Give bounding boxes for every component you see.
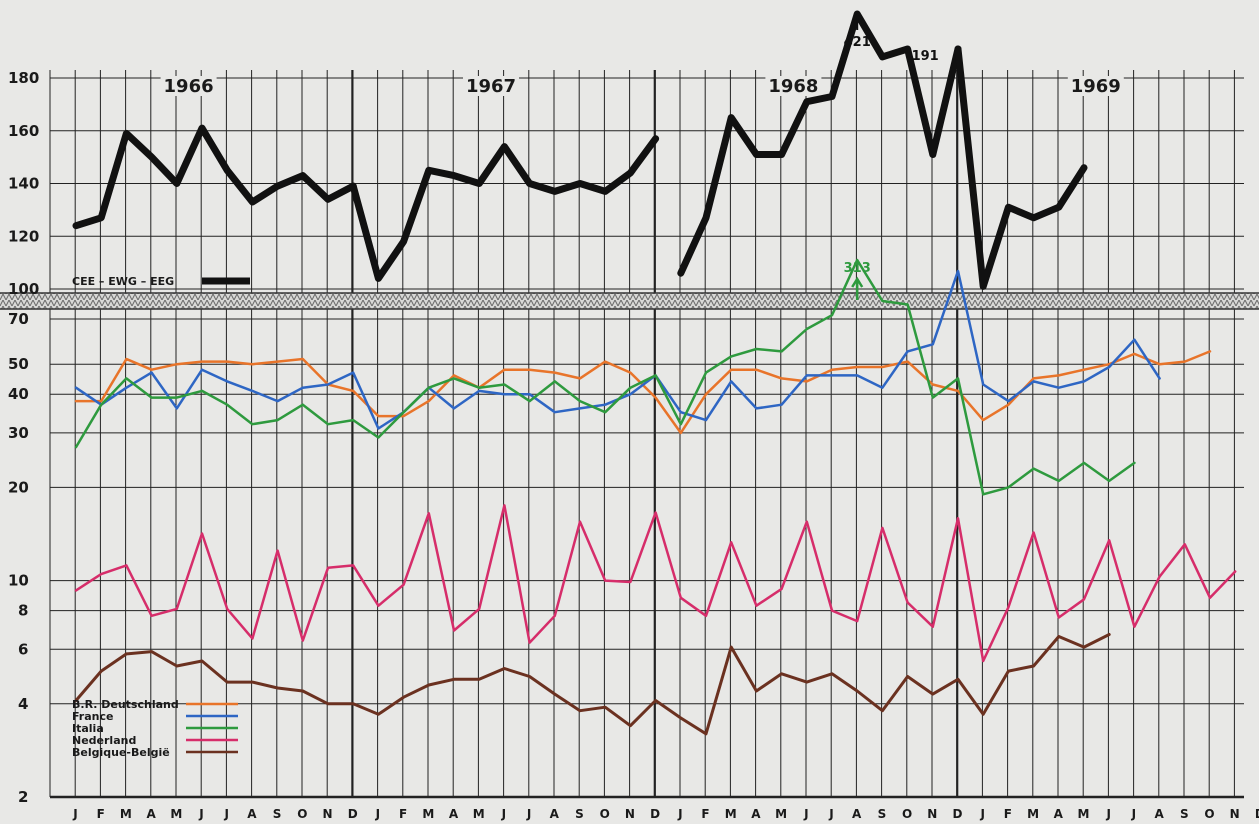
month-label: F — [1004, 807, 1013, 821]
legends: CEE – EWG – EEG B.R. DeutschlandFranceIta… — [72, 275, 250, 759]
y-tick-label: 6 — [18, 640, 28, 658]
legend-label: Italia — [72, 722, 104, 735]
year-label: 1969 — [1071, 76, 1121, 97]
month-label: J — [501, 807, 507, 821]
year-label: 1967 — [466, 76, 516, 97]
month-label: M — [422, 807, 435, 821]
legend-label: Belgique-België — [72, 746, 170, 759]
series-line-total — [72, 124, 357, 230]
month-label: J — [72, 807, 78, 821]
annotation-label: 191 — [912, 49, 939, 64]
legend-label: Nederland — [72, 734, 136, 747]
series-line-nederland — [74, 504, 1237, 663]
month-label: J — [375, 807, 381, 821]
month-label: J — [198, 807, 204, 821]
year-label: 1968 — [768, 76, 818, 97]
grid — [0, 70, 1259, 799]
year-label-bg — [160, 76, 217, 96]
month-label: A — [1154, 807, 1164, 821]
month-label: J — [828, 807, 834, 821]
y-tick-label: 8 — [18, 602, 28, 620]
month-label: N — [1230, 807, 1241, 821]
month-label: A — [247, 807, 257, 821]
month-label: N — [322, 807, 333, 821]
month-label: J — [223, 807, 229, 821]
annotation-label: 421 — [844, 35, 871, 50]
year-label-bg — [463, 76, 519, 96]
y-tick-label: 50 — [8, 355, 29, 373]
month-label: N — [625, 807, 636, 821]
month-label: O — [902, 807, 913, 821]
year-label-bg — [765, 76, 822, 96]
month-label: A — [852, 807, 862, 821]
y-tick-label: 100 — [8, 280, 39, 298]
up-arrow-icon — [851, 276, 864, 300]
axis-break-band — [0, 293, 1259, 309]
month-label: F — [97, 807, 106, 821]
y-tick-label: 120 — [8, 227, 39, 245]
month-label: A — [751, 807, 761, 821]
month-label: A — [550, 807, 560, 821]
month-label: M — [775, 807, 788, 821]
y-tick-label: 10 — [8, 572, 29, 590]
series-lines — [72, 10, 1237, 736]
y-tick-label: 4 — [18, 695, 28, 713]
month-label: J — [1131, 807, 1137, 821]
month-label: D — [953, 807, 964, 821]
y-tick-label: 160 — [8, 122, 39, 140]
y-tick-label: 2 — [18, 788, 28, 806]
month-label: S — [878, 807, 888, 821]
month-label: M — [170, 807, 183, 821]
month-label: A — [449, 807, 459, 821]
annotation-label: 313 — [844, 261, 871, 276]
year-label: 1966 — [164, 76, 214, 97]
y-tick-label: 40 — [8, 385, 29, 403]
y-tick-label: 180 — [8, 69, 39, 87]
series-line-total — [954, 45, 1088, 290]
month-label: S — [1180, 807, 1190, 821]
y-tick-label: 20 — [8, 478, 29, 496]
y-tick-label: 70 — [8, 310, 29, 328]
month-label: J — [526, 807, 532, 821]
month-label: M — [1078, 807, 1091, 821]
month-label: F — [399, 807, 408, 821]
month-label: D — [1255, 807, 1259, 821]
legend-label: France — [72, 710, 113, 723]
legend-label-total: CEE – EWG – EEG — [72, 275, 174, 288]
month-label: O — [1204, 807, 1215, 821]
y-tick-label: 30 — [8, 424, 29, 442]
month-label: M — [1027, 807, 1040, 821]
year-labels: 1966 1967 1968 1969 — [160, 76, 1124, 97]
series-line-total — [677, 10, 962, 277]
series-line-belgique-belgi- — [74, 633, 1111, 736]
month-label: O — [600, 807, 611, 821]
annotations: 421 191 313 — [844, 13, 939, 300]
month-label: J — [979, 807, 985, 821]
month-label: O — [297, 807, 308, 821]
month-label: N — [927, 807, 938, 821]
y-tick-labels: 100 120 140 160 180 2 4 6 8 10 20 30 40 50 70 — [8, 69, 39, 806]
month-label: S — [273, 807, 283, 821]
month-label: F — [701, 807, 710, 821]
month-label: A — [1054, 807, 1064, 821]
series-line-italia — [74, 258, 1136, 496]
month-label: J — [1105, 807, 1111, 821]
month-label: S — [575, 807, 585, 821]
legend-label: B.R. Deutschland — [72, 698, 179, 711]
month-label: D — [650, 807, 661, 821]
up-arrow-icon — [852, 13, 863, 30]
month-label: M — [120, 807, 133, 821]
month-label: J — [803, 807, 809, 821]
month-label: M — [473, 807, 486, 821]
series-line-total — [349, 135, 660, 282]
month-label: A — [146, 807, 156, 821]
month-label: D — [348, 807, 359, 821]
month-label: J — [677, 807, 683, 821]
y-tick-label: 140 — [8, 175, 39, 193]
year-label-bg — [1067, 76, 1124, 96]
month-label: M — [725, 807, 738, 821]
